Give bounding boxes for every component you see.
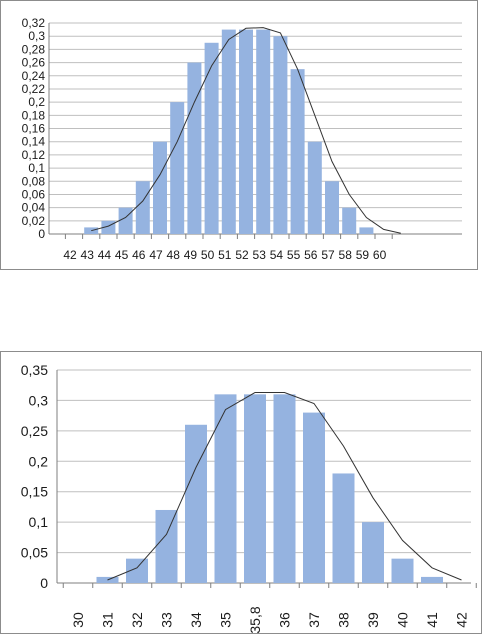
bar [118, 207, 133, 234]
y-tick-label: 0,25 [21, 423, 48, 439]
x-tick-label: 35 [218, 612, 234, 628]
x-tick-label: 46 [132, 248, 146, 262]
bars [84, 29, 374, 234]
x-tick-label: 44 [98, 248, 112, 262]
x-tick-label: 36 [277, 612, 293, 628]
chart-1-frame: 0 0,02 0,04 0,06 0,08 0,1 0,12 0,14 0,16 0,18 0,2 0… [0, 0, 478, 270]
y-tick-label: 0,1 [28, 161, 45, 175]
y-tick-label: 0,14 [22, 135, 46, 149]
chart-2-svg: 0 0,05 0,1 0,15 0,2 0,25 0,3 0,35 30 31 32 33 34 35 35… [21, 362, 477, 634]
x-tick-label: 37 [306, 612, 322, 628]
bar [290, 69, 305, 234]
x-tick-label: 42 [454, 612, 470, 628]
y-tick-label: 0 [40, 575, 48, 591]
bar [185, 424, 207, 583]
x-tick-label: 48 [167, 248, 181, 262]
x-tick-label: 54 [270, 248, 284, 262]
y-tick-label: 0,1 [29, 514, 49, 530]
bar [421, 576, 443, 583]
bar [307, 141, 322, 234]
x-tick-label: 50 [201, 248, 215, 262]
y-tick-label: 0,12 [22, 148, 46, 162]
bar [84, 227, 99, 234]
bar [155, 509, 178, 583]
x-tick-label: 55 [287, 248, 301, 262]
x-tick-label: 40 [395, 612, 411, 628]
bar [214, 394, 237, 583]
x-tick-label: 30 [70, 612, 86, 628]
x-tick-label: 45 [115, 248, 129, 262]
x-tick-label: 56 [304, 248, 318, 262]
x-tick-label: 52 [235, 248, 249, 262]
x-tick-label: 39 [365, 612, 381, 628]
bar [126, 558, 148, 583]
bar [303, 412, 325, 583]
y-tick-label: 0,3 [28, 29, 45, 43]
x-tick-label: 49 [184, 248, 198, 262]
x-tick-label: 60 [373, 248, 387, 262]
bars [96, 394, 443, 583]
bar [135, 181, 150, 234]
x-tick-label: 41 [424, 612, 440, 628]
x-tick-label: 35,8 [247, 606, 263, 633]
y-tick-label: 0,2 [28, 95, 45, 109]
y-tick-label: 0,26 [22, 56, 46, 70]
bar [153, 141, 167, 234]
y-tick-label: 0,24 [22, 69, 46, 83]
bar [342, 207, 357, 234]
y-tick-label: 0 [38, 227, 45, 241]
y-tick-label: 0,32 [22, 16, 46, 30]
bar [204, 42, 219, 234]
x-tick-label: 33 [159, 612, 175, 628]
bar [359, 227, 374, 234]
gridlines [49, 22, 462, 222]
x-tick-label: 59 [356, 248, 370, 262]
y-tick-label: 0,22 [22, 82, 46, 96]
chart-1-svg: 00,020,040,060,080,10,120,140,160,180,20… [22, 16, 462, 262]
x-tick-label: 47 [149, 248, 163, 262]
x-tick-label: 38 [336, 612, 352, 628]
bar [170, 102, 185, 234]
x-tick-label: 34 [188, 612, 204, 628]
bar [187, 62, 202, 234]
chart-2-frame: 0 0,05 0,1 0,15 0,2 0,25 0,3 0,35 30 31 32 33 34 35 35… [0, 351, 482, 634]
y-tick-label: 0,02 [22, 214, 46, 228]
bar [239, 29, 253, 234]
bar [273, 36, 288, 234]
y-tick-label: 0,35 [21, 362, 48, 378]
y-tick-label: 0,18 [22, 108, 46, 122]
y-tick-label: 0,05 [21, 545, 48, 561]
y-tick-label: 0,16 [22, 122, 46, 136]
bar [244, 394, 266, 583]
bar [325, 181, 339, 234]
x-tick-label: 53 [253, 248, 267, 262]
bar [332, 473, 355, 583]
bar [221, 29, 236, 234]
bar [256, 29, 271, 234]
y-tick-label: 0,04 [22, 201, 46, 215]
y-tick-label: 0,08 [22, 174, 46, 188]
y-tick-label: 0,15 [21, 484, 48, 500]
x-tick-label: 42 [63, 248, 77, 262]
bar [391, 558, 414, 583]
bar [273, 394, 296, 583]
x-tick-label: 51 [218, 248, 232, 262]
x-tick-label: 32 [129, 612, 145, 628]
y-tick-label: 0,2 [29, 453, 49, 469]
bar [362, 522, 384, 583]
x-tick-label: 58 [339, 248, 353, 262]
x-tick-label: 57 [321, 248, 335, 262]
fitted-curve [107, 392, 462, 581]
y-tick-label: 0,28 [22, 42, 46, 56]
x-tick-label: 31 [100, 612, 116, 628]
fitted-curve [91, 27, 401, 234]
y-tick-label: 0,06 [22, 187, 46, 201]
x-tick-label: 43 [81, 248, 95, 262]
y-tick-label: 0,3 [29, 392, 49, 408]
